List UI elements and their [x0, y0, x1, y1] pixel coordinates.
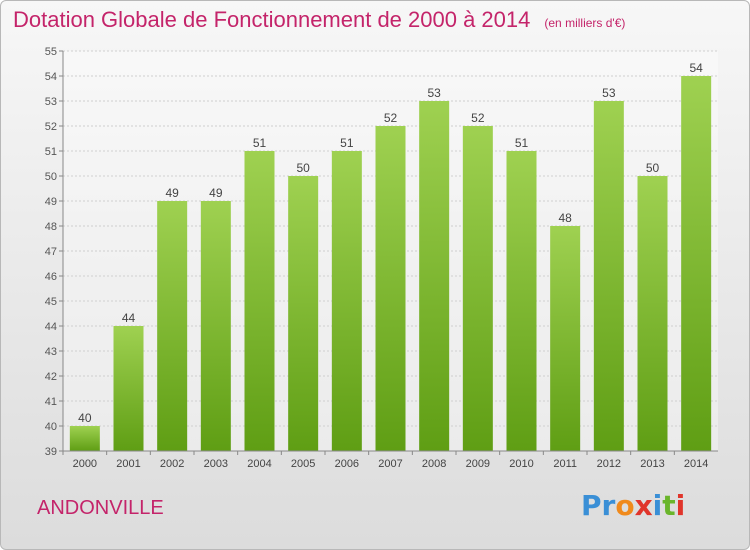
value-label-2009: 52 — [471, 111, 485, 125]
logo-letter: o — [615, 489, 635, 522]
x-tick-label-2005: 2005 — [291, 458, 315, 470]
bar-2012 — [593, 101, 624, 451]
bar-2005 — [288, 176, 319, 451]
logo-letter: P — [581, 489, 602, 522]
bar-2000 — [69, 426, 100, 451]
y-tick-label: 54 — [45, 71, 57, 83]
x-tick-label-2007: 2007 — [378, 458, 402, 470]
bar-2011 — [550, 226, 581, 451]
y-tick-label: 55 — [45, 46, 57, 58]
value-label-2011: 48 — [558, 211, 572, 225]
chart-subtitle: (en milliers d'€) — [544, 16, 626, 30]
value-label-2012: 53 — [602, 86, 616, 100]
x-tick-label-2000: 2000 — [73, 458, 97, 470]
bar-2009 — [462, 126, 493, 451]
x-tick-label-2013: 2013 — [640, 458, 664, 470]
y-tick-label: 47 — [45, 246, 57, 258]
x-tick-label-2010: 2010 — [509, 458, 533, 470]
value-label-2006: 51 — [340, 136, 354, 150]
value-label-2002: 49 — [165, 186, 179, 200]
value-label-2013: 50 — [646, 161, 660, 175]
y-axis: 39 40 41 42 43 44 45 46 47 48 49 50 51 52 53 54 55 — [45, 46, 64, 458]
y-tick-label: 46 — [45, 271, 57, 283]
x-tick-label-2004: 2004 — [247, 458, 271, 470]
chart-title: Dotation Globale de Fonctionnement de 20… — [13, 7, 625, 33]
bars: 40 44 49 49 51 50 51 52 53 52 51 48 53 50 54 — [69, 61, 712, 451]
x-tick-label-2003: 2003 — [204, 458, 228, 470]
x-tick-label-2002: 2002 — [160, 458, 184, 470]
bar-2003 — [200, 201, 231, 451]
bar-2013 — [637, 176, 668, 451]
y-tick-label: 52 — [45, 121, 57, 133]
y-tick-label: 40 — [45, 421, 57, 433]
x-axis: 2000 2001 2002 2003 2004 2005 2006 2007 2008 2009… — [62, 450, 718, 470]
y-tick-label: 44 — [45, 321, 57, 333]
y-tick-label: 53 — [45, 96, 57, 108]
y-tick-label: 49 — [45, 196, 57, 208]
bar-2008 — [419, 101, 450, 451]
y-tick-label: 39 — [45, 446, 57, 458]
value-label-2005: 50 — [296, 161, 310, 175]
bar-2007 — [375, 126, 406, 451]
bar-2006 — [331, 151, 362, 451]
x-tick-label-2014: 2014 — [684, 458, 708, 470]
value-label-2003: 49 — [209, 186, 223, 200]
logo-letter: i — [652, 489, 663, 522]
value-label-2004: 51 — [253, 136, 267, 150]
bar-2001 — [113, 326, 144, 451]
value-label-2010: 51 — [515, 136, 529, 150]
x-tick-label-2006: 2006 — [335, 458, 359, 470]
proxiti-logo[interactable]: Proxiti — [581, 489, 685, 522]
y-tick-label: 41 — [45, 396, 57, 408]
y-tick-label: 51 — [45, 146, 57, 158]
logo-letter: t — [662, 489, 676, 522]
logo-letter: x — [634, 489, 653, 522]
y-tick-label: 50 — [45, 171, 57, 183]
logo-letter: r — [601, 489, 616, 522]
y-tick-label: 43 — [45, 346, 57, 358]
bar-2010 — [506, 151, 537, 451]
x-tick-label-2001: 2001 — [116, 458, 140, 470]
x-tick-label-2011: 2011 — [553, 458, 577, 470]
x-tick-label-2012: 2012 — [597, 458, 621, 470]
x-tick-label-2009: 2009 — [466, 458, 490, 470]
y-tick-label: 48 — [45, 221, 57, 233]
value-label-2007: 52 — [384, 111, 398, 125]
x-tick-label-2008: 2008 — [422, 458, 446, 470]
value-label-2014: 54 — [689, 61, 703, 75]
value-label-2000: 40 — [78, 411, 92, 425]
y-tick-label: 42 — [45, 371, 57, 383]
value-label-2008: 53 — [427, 86, 441, 100]
commune-name: ANDONVILLE — [37, 497, 164, 519]
chart-title-text: Dotation Globale de Fonctionnement de 20… — [13, 7, 531, 32]
y-tick-label: 45 — [45, 296, 57, 308]
bar-2002 — [157, 201, 188, 451]
bar-2004 — [244, 151, 275, 451]
logo-letter: i — [675, 489, 686, 522]
bar-2014 — [681, 76, 712, 451]
value-label-2001: 44 — [122, 311, 136, 325]
